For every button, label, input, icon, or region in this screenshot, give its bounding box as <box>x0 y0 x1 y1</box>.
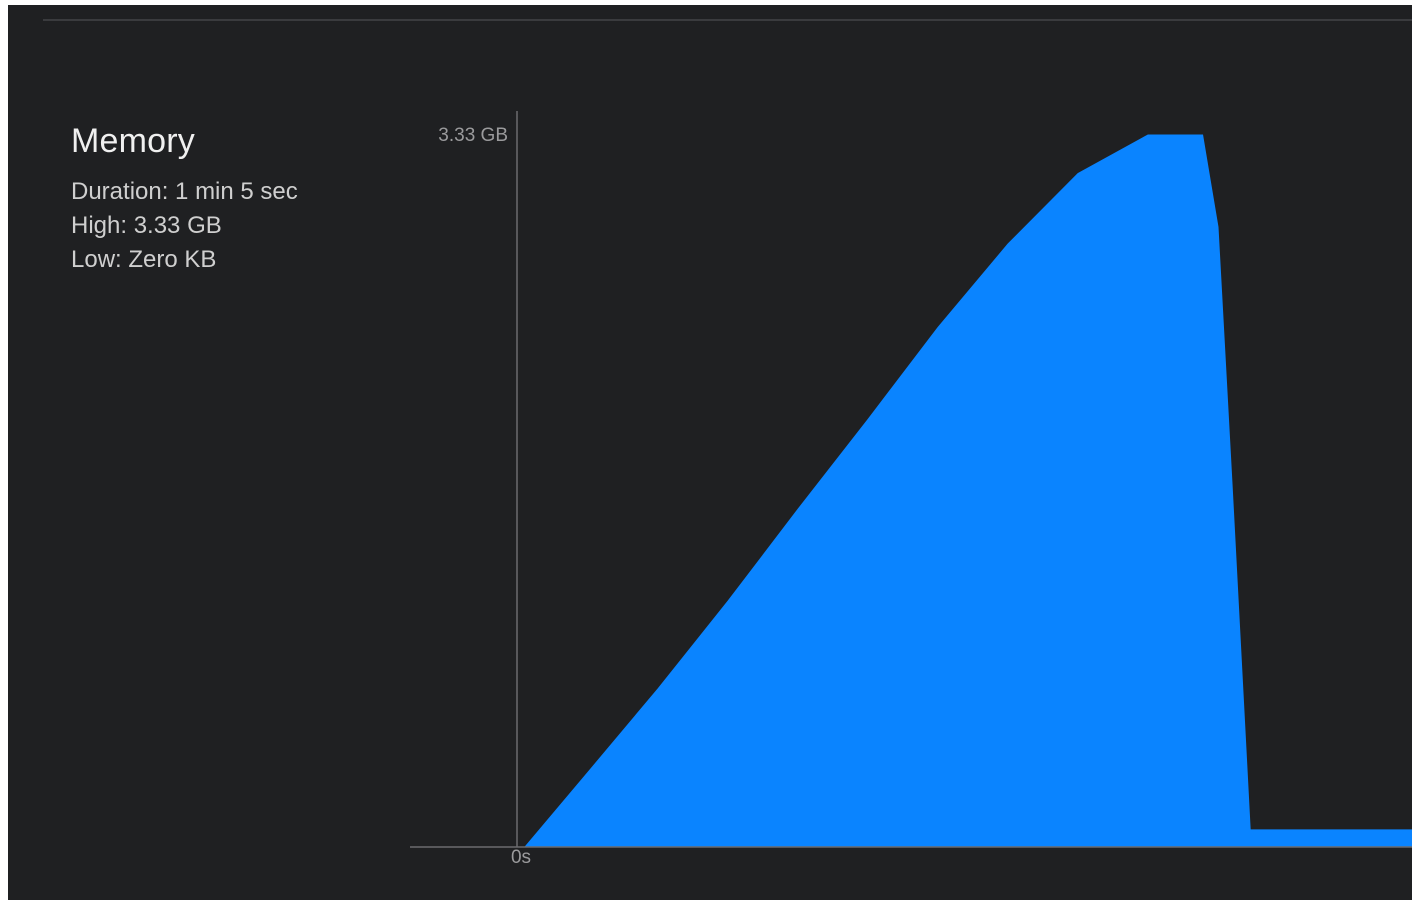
memory-chart: 3.33 GB 0s <box>410 111 1412 868</box>
memory-panel: Memory Duration: 1 min 5 sec High: 3.33 … <box>8 5 1412 900</box>
low-text: Low: Zero KB <box>71 246 217 273</box>
memory-area-series <box>523 134 1412 848</box>
duration-text: Duration: 1 min 5 sec <box>71 178 298 205</box>
high-text: High: 3.33 GB <box>71 212 222 239</box>
y-max-tick-label: 3.33 GB <box>438 125 508 146</box>
top-divider <box>43 19 1412 21</box>
x-start-tick-label: 0s <box>511 847 531 868</box>
panel-title: Memory <box>71 122 195 160</box>
memory-info: Memory Duration: 1 min 5 sec High: 3.33 … <box>71 121 298 277</box>
